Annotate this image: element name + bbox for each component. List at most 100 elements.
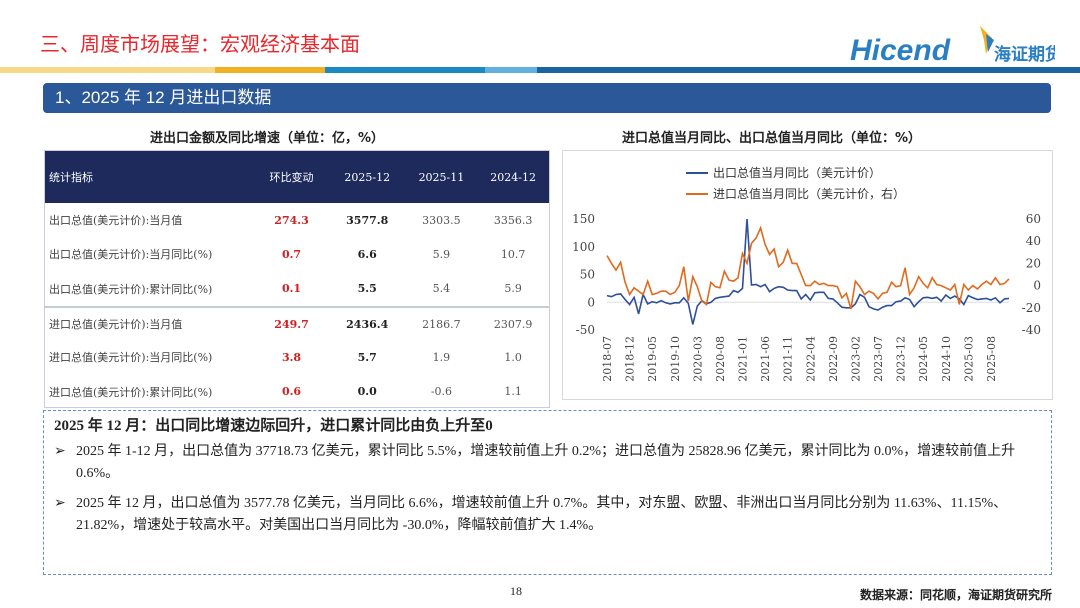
- stripe: [485, 67, 537, 73]
- y-right-tick-label: 0: [1033, 279, 1041, 293]
- table-row: 出口总值(美元计价):累计同比(%) 0.1 5.5 5.4 5.9: [45, 272, 549, 306]
- x-tick-label: 2020-08: [714, 336, 727, 382]
- col-header: 2025-12: [344, 170, 391, 184]
- x-tick-label: 2018-07: [601, 336, 614, 382]
- table-cell: 进口总值(美元计价):当月同比(%): [49, 351, 213, 365]
- table-cell: 0.0: [357, 385, 377, 399]
- x-tick-label: 2021-06: [759, 336, 772, 382]
- table-cell: 1.1: [504, 385, 522, 399]
- x-tick-label: 2020-03: [691, 336, 704, 382]
- table-row: 进口总值(美元计价):当月值 249.7 2436.4 2186.7 2307.9: [45, 305, 549, 340]
- page-number: 18: [510, 584, 522, 598]
- table-cell: 5.5: [357, 282, 377, 296]
- y-right-tick-label: 20: [1026, 256, 1041, 270]
- chart-title: 进口总值当月同比、出口总值当月同比（单位：%）: [622, 131, 922, 146]
- table-cell: 0.1: [281, 282, 302, 296]
- col-header: 统计指标: [49, 171, 93, 184]
- table-row: 进口总值(美元计价):当月同比(%) 3.8 5.7 1.9 1.0: [45, 340, 549, 374]
- y-right-tick-label: -20: [1022, 301, 1041, 315]
- y-left-tick-label: 0: [587, 295, 595, 309]
- series-line-export: [606, 218, 1010, 325]
- table-row: 进口总值(美元计价):累计同比(%) 0.6 0.0 -0.6 1.1: [45, 374, 549, 408]
- page-title: 三、周度市场展望：宏观经济基本面: [40, 32, 360, 56]
- col-header: 2024-12: [490, 170, 536, 184]
- table-caption: 进出口金额及同比增速（单位：亿，%）: [150, 131, 385, 146]
- x-tick-label: 2023-12: [895, 336, 908, 382]
- table-cell: 1.9: [432, 350, 451, 364]
- arrow-bullet-icon: ➢: [54, 496, 66, 511]
- table-cell: 5.4: [432, 282, 451, 296]
- trade-yoy-chart: 150 100 50 0 -50 60 40 20 0 -20 -40 2018-07 2018-12 2…: [562, 150, 1053, 400]
- trade-table: 统计指标 环比变动 2025-12 2025-11 2024-12 出口总值(美…: [44, 150, 550, 408]
- arrow-bullet-icon: ➢: [54, 444, 66, 459]
- x-tick-label: 2025-08: [985, 336, 998, 382]
- x-tick-label: 2019-10: [669, 336, 682, 382]
- table-cell: 进口总值(美元计价):当月值: [49, 318, 183, 332]
- table-cell: 0.7: [281, 247, 302, 261]
- section-title: 1、2025 年 12 月进出口数据: [43, 83, 1051, 113]
- x-tick-label: 2024-10: [940, 336, 953, 382]
- col-header: 环比变动: [269, 171, 314, 184]
- series-line-import: [606, 225, 1010, 310]
- stripe: [325, 67, 485, 73]
- table-cell: 3356.3: [493, 213, 533, 227]
- x-tick-label: 2023-02: [849, 336, 862, 382]
- x-tick-label: 2024-05: [917, 336, 930, 382]
- y-right-tick-label: -40: [1022, 323, 1041, 337]
- bullet-text: 2025 年 1-12 月，出口总值为 37718.73 亿美元，累计同比 5.…: [76, 444, 1016, 481]
- svg-text:海证期货: 海证期货: [994, 44, 1055, 65]
- svg-text:Hicend: Hicend: [850, 34, 951, 66]
- y-left-tick-label: -50: [576, 323, 595, 337]
- table-cell: 1.0: [504, 350, 522, 364]
- table-cell: 2436.4: [346, 317, 389, 331]
- y-right-tick-label: 60: [1026, 212, 1041, 226]
- table-header: 统计指标 环比变动 2025-12 2025-11 2024-12: [45, 151, 549, 203]
- y-right-tick-label: 40: [1026, 234, 1041, 248]
- stripe: [0, 67, 215, 73]
- table-cell: 249.7: [274, 317, 309, 331]
- table-cell: 5.9: [432, 247, 451, 261]
- table-cell: 5.7: [357, 350, 377, 364]
- y-left-tick-label: 100: [572, 240, 595, 254]
- summary-bullet: ➢ 2025 年 1-12 月，出口总值为 37718.73 亿美元，累计同比 5…: [54, 441, 1041, 485]
- x-tick-label: 2022-09: [827, 336, 840, 382]
- x-tick-label: 2019-05: [646, 336, 659, 382]
- table-cell: 0.6: [281, 385, 302, 399]
- stripe: [215, 67, 325, 73]
- x-tick-label: 2018-12: [624, 336, 637, 382]
- table-cell: 出口总值(美元计价):当月值: [49, 214, 183, 228]
- y-left-tick-label: 150: [572, 212, 595, 226]
- table-cell: 2307.9: [493, 317, 533, 331]
- summary-bullet: ➢ 2025 年 12 月，出口总值为 3577.78 亿美元，当月同比 6.6%…: [54, 493, 1041, 537]
- x-tick-label: 2022-04: [804, 336, 817, 382]
- x-tick-label: 2023-07: [872, 336, 885, 382]
- table-row: 出口总值(美元计价):当月同比(%) 0.7 6.6 5.9 10.7: [45, 237, 549, 271]
- table-cell: 6.6: [357, 247, 377, 261]
- col-header: 2025-11: [418, 170, 465, 184]
- table-cell: 出口总值(美元计价):累计同比(%): [49, 282, 213, 296]
- table-cell: 3303.5: [422, 213, 461, 227]
- summary-headline: 2025 年 12 月：出口同比增速边际回升，进口累计同比由负上升至0: [54, 418, 493, 434]
- y-left-tick-label: 50: [580, 268, 595, 282]
- hicend-logo: Hicend 海证期货: [850, 26, 1055, 66]
- x-tick-label: 2025-03: [962, 336, 975, 382]
- table-cell: 3.8: [281, 350, 302, 364]
- chart-svg: 150 100 50 0 -50 60 40 20 0 -20 -40 2018-07 2018-12 2…: [572, 165, 1041, 382]
- table-cell: -0.6: [430, 385, 453, 399]
- table-cell: 2186.7: [422, 317, 461, 331]
- bullet-text: 2025 年 12 月，出口总值为 3577.78 亿美元，当月同比 6.6%，…: [76, 496, 1008, 533]
- table-cell: 10.7: [500, 247, 526, 261]
- x-tick-label: 2021-11: [782, 336, 795, 382]
- stripe: [537, 67, 1080, 73]
- table-cell: 5.9: [504, 282, 522, 296]
- x-tick-label: 2021-01: [737, 336, 750, 382]
- legend-label: 出口总值当月同比（美元计价）: [713, 165, 881, 180]
- legend-label: 进口总值当月同比（美元计价，右）: [713, 186, 905, 201]
- data-source: 数据来源：同花顺，海证期货研究所: [859, 588, 1052, 602]
- summary-box: 2025 年 12 月：出口同比增速边际回升，进口累计同比由负上升至0 ➢ 202…: [43, 410, 1052, 575]
- table-row: 出口总值(美元计价):当月值 274.3 3577.8 3303.5 3356.3: [45, 203, 549, 237]
- table-cell: 274.3: [274, 213, 309, 227]
- table-cell: 进口总值(美元计价):累计同比(%): [49, 385, 213, 399]
- table-cell: 3577.8: [346, 213, 389, 227]
- table-cell: 出口总值(美元计价):当月同比(%): [49, 248, 213, 262]
